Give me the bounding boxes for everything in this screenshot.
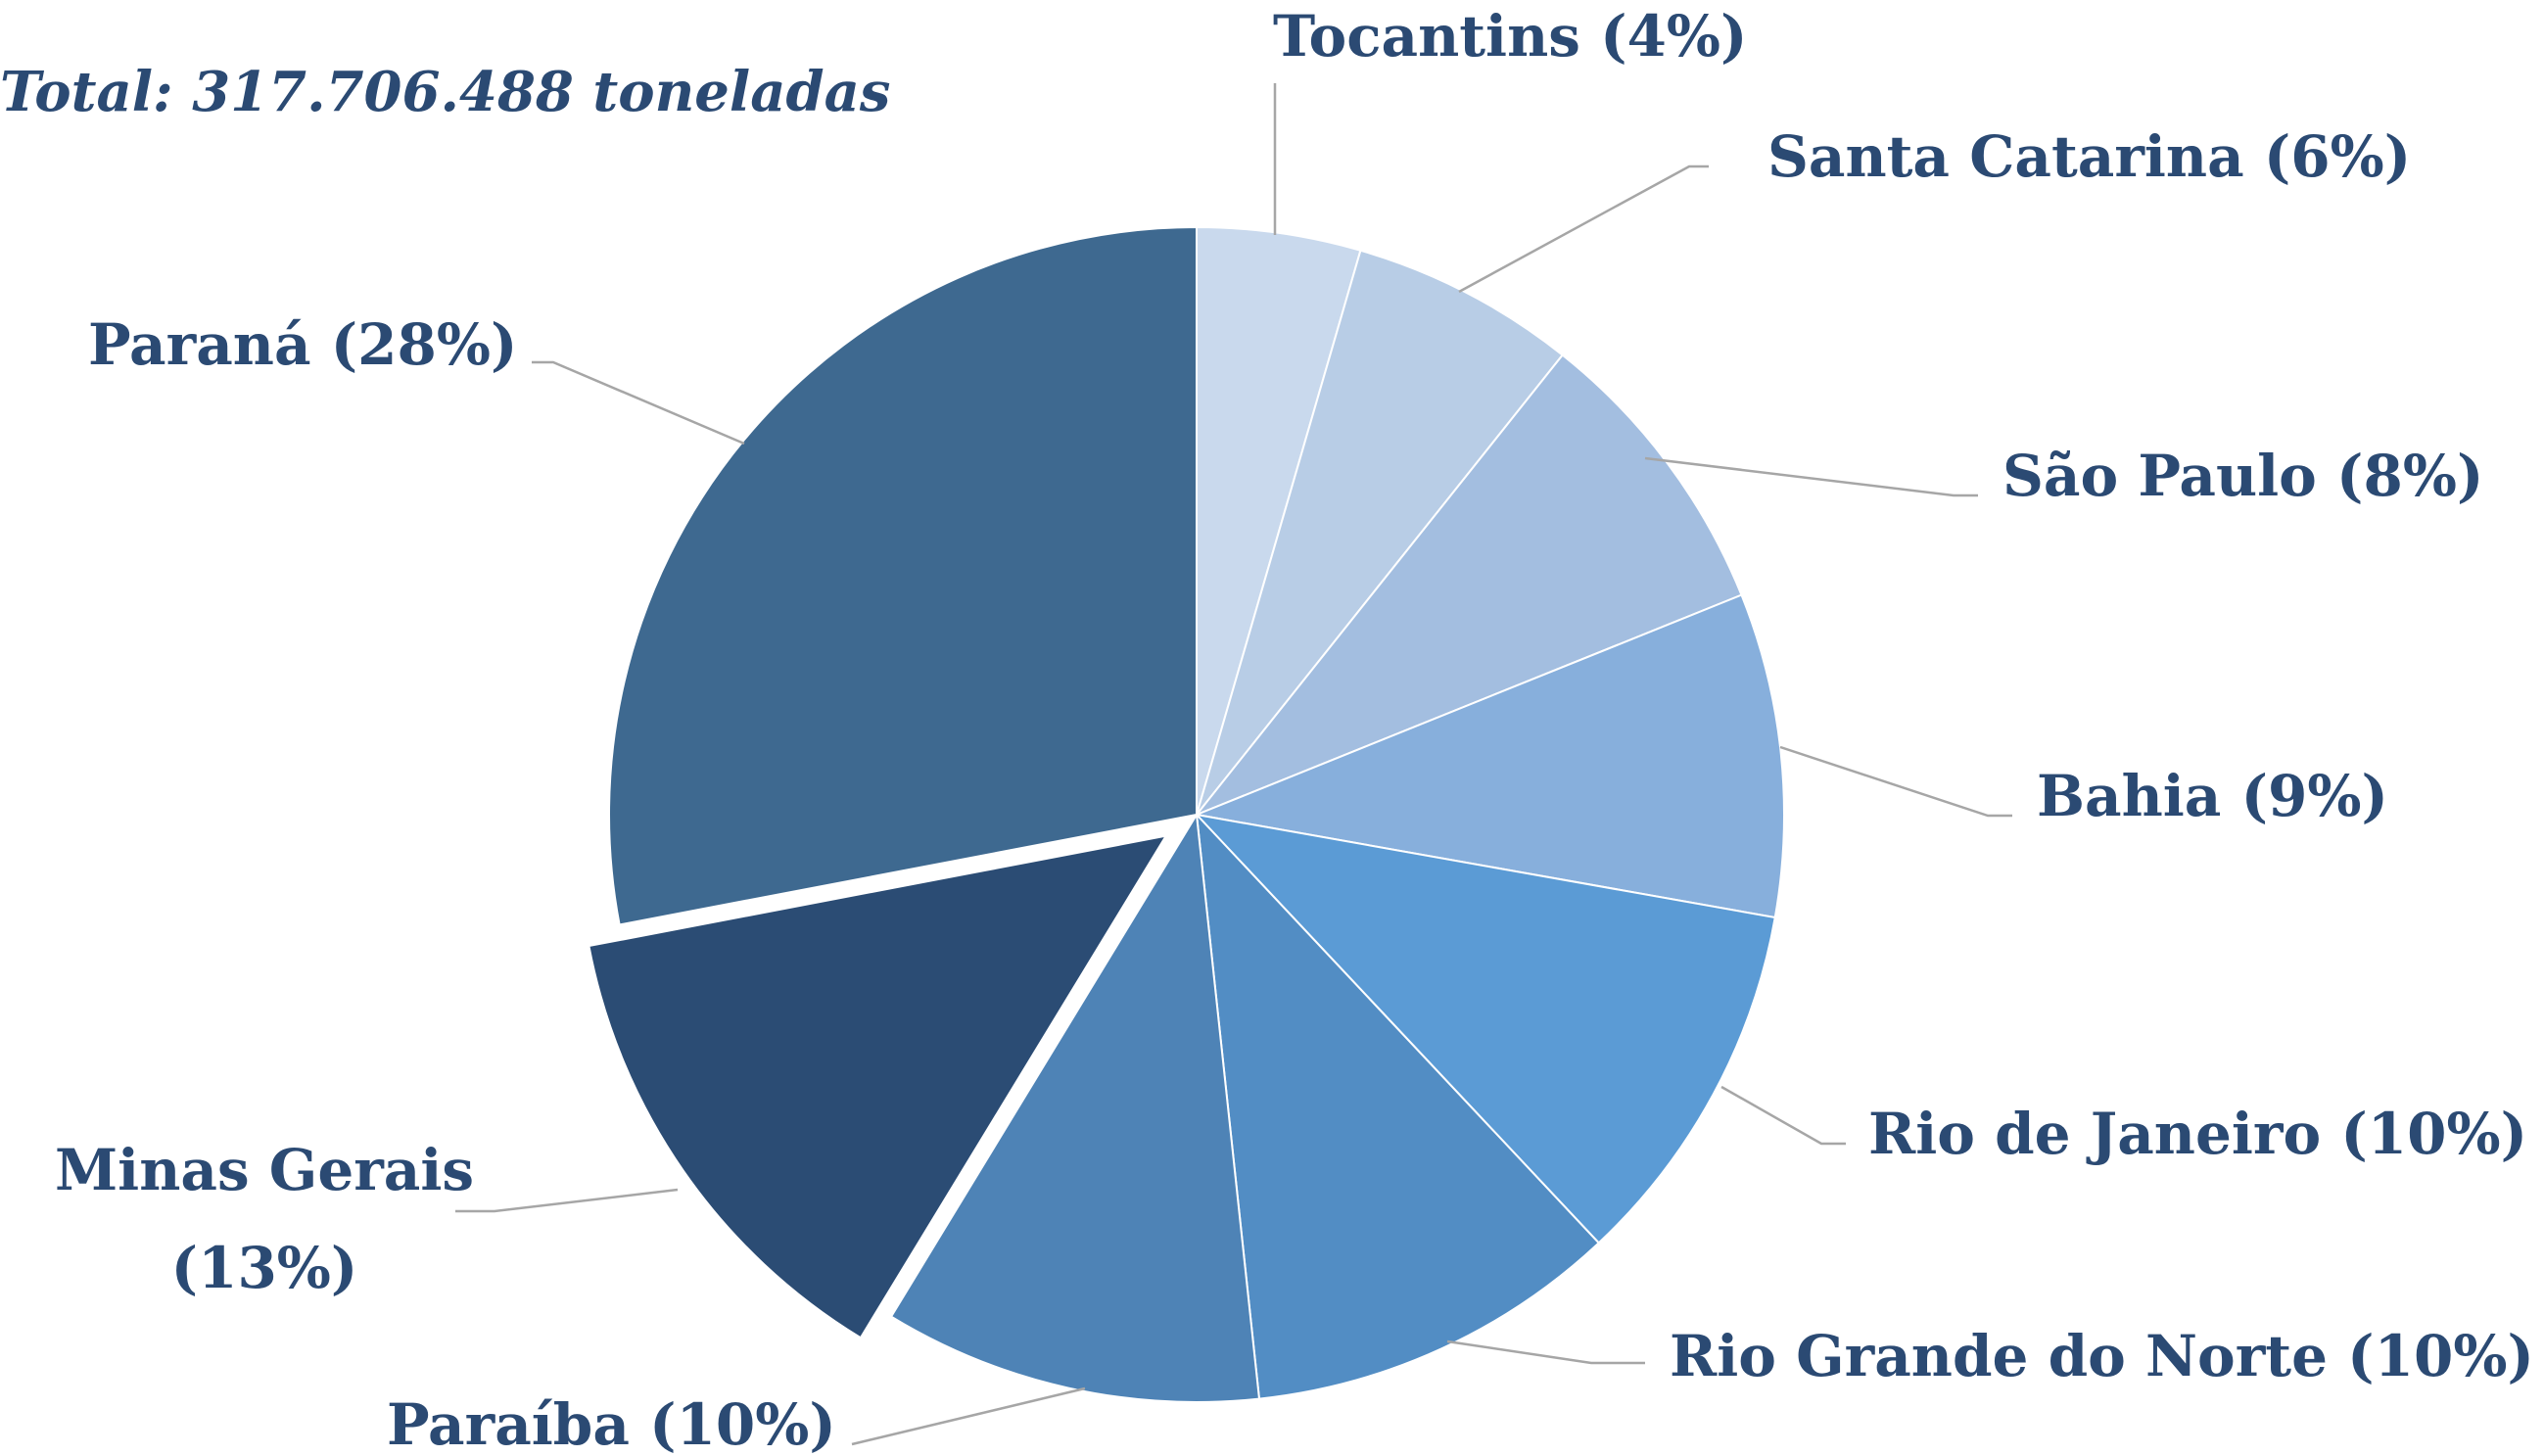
leader-line-rio-grande-do-norte — [1446, 1339, 1645, 1365]
slice-label-line: Minas Gerais — [55, 1137, 474, 1203]
slice-labels: Tocantins (4%) Santa Catarina (6%) São Pau… — [55, 3, 2534, 1456]
pie-slice-rio-grande-do-norte — [1195, 812, 1601, 1400]
chart-total-label: Total: 317.706.488 toneladas — [0, 60, 890, 124]
slice-label-rio-grande-do-norte: Rio Grande do Norte (10%) — [1670, 1323, 2534, 1389]
slice-label-tocantins: Tocantins (4%) — [1273, 3, 1747, 70]
pie-slice-rio-de-janeiro — [1194, 813, 1776, 1245]
leader-line-parana — [532, 360, 745, 446]
slice-label-parana: Paraná (28%) — [88, 311, 517, 378]
slice-label-sao-paulo: São Paulo (8%) — [2002, 443, 2483, 509]
leader-line-bahia — [1779, 745, 2012, 818]
leader-line-santa-catarina — [1458, 164, 1709, 294]
slice-label-paraiba: Paraíba (10%) — [387, 1391, 836, 1456]
pie-slice-sao-paulo — [1193, 353, 1743, 818]
pie-slice-minas-gerais — [588, 834, 1168, 1339]
leader-line-paraiba — [851, 1386, 1086, 1446]
leader-line-minas-gerais — [455, 1188, 679, 1213]
slice-label-rio-de-janeiro: Rio de Janeiro (10%) — [1868, 1101, 2527, 1167]
pie-slice-bahia — [1193, 593, 1785, 919]
pie-slice-parana — [608, 225, 1198, 926]
leader-line-rio-de-janeiro — [1720, 1085, 1846, 1146]
pie-slice-tocantins — [1196, 225, 1362, 816]
slice-label-bahia: Bahia (9%) — [2037, 763, 2388, 829]
slice-label-line: (13%) — [171, 1235, 358, 1301]
pie-slice-paraiba — [889, 811, 1261, 1403]
leader-line-sao-paulo — [1644, 456, 1978, 497]
slice-label-santa-catarina: Santa Catarina (6%) — [1767, 123, 2411, 190]
leader-lines — [455, 83, 2012, 1446]
slices — [588, 225, 1785, 1403]
slice-label-minas-gerais: Minas Gerais (13%) — [55, 1137, 474, 1301]
pie-slice-santa-catarina — [1196, 249, 1565, 816]
